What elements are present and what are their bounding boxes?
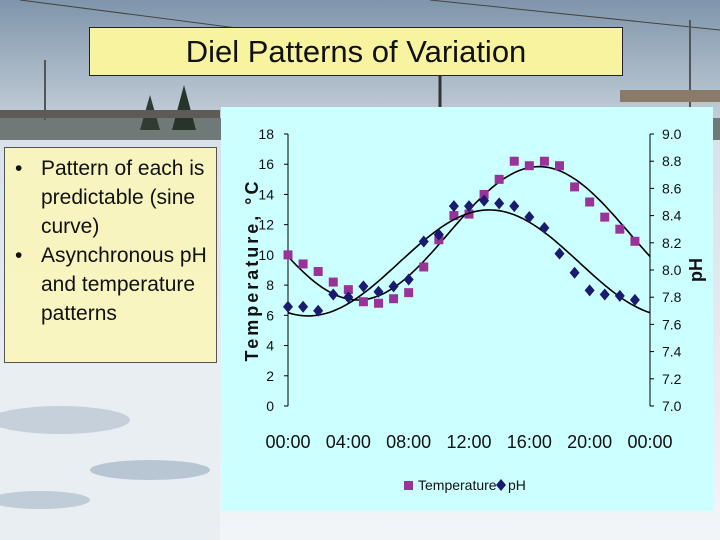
x-tick-label: 20:00 (567, 432, 612, 452)
bullet-text: Asynchronous pH and temperature patterns (41, 244, 207, 325)
y2-tick-label: 7.4 (662, 344, 682, 360)
diel-chart: 0 2 4 6 8 10 12 14 16 18 7.0 7.2 7.4 7.6 7.8 8.0 8.2 8.4 8… (221, 107, 713, 511)
temperature-point (374, 298, 383, 308)
x-tick-label: 08:00 (386, 432, 431, 452)
y2-tick-label: 9.0 (662, 126, 682, 142)
temperature-point (494, 174, 504, 184)
y-tick-label: 14 (258, 186, 274, 202)
y2-tick-label: 8.2 (662, 235, 682, 251)
y-tick-label: 2 (266, 368, 274, 384)
legend-temperature-label: Temperature (418, 477, 497, 493)
ph-point (509, 200, 520, 213)
temperature-point (328, 277, 338, 287)
ph-point (388, 280, 399, 293)
y-tick-label: 16 (258, 156, 274, 172)
y2-tick-label: 8.4 (662, 208, 682, 224)
y-tick-label: 8 (266, 277, 274, 293)
ph-point (448, 200, 459, 213)
ph-point (554, 247, 565, 260)
ph-point (313, 304, 324, 317)
temperature-point (615, 224, 625, 234)
y-tick-label: 12 (258, 217, 274, 233)
temperature-point (404, 288, 414, 298)
temperature-point (464, 209, 474, 219)
temperature-point (630, 236, 640, 246)
ph-point (599, 288, 610, 301)
ph-point (283, 300, 293, 313)
y2-tick-label: 7.0 (662, 398, 682, 414)
temperature-point (555, 161, 564, 171)
temperature-point (449, 211, 459, 221)
bullet-item: • Pattern of each is predictable (sine c… (15, 154, 210, 241)
ph-point (629, 293, 640, 306)
chart-panel: 0 2 4 6 8 10 12 14 16 18 7.0 7.2 7.4 7.6 7.8 8.0 8.2 8.4 8… (221, 107, 713, 511)
temperature-point (283, 250, 293, 260)
ph-point (433, 228, 444, 241)
ph-point (358, 280, 369, 293)
bullet-item: • Asynchronous pH and temperature patter… (15, 241, 210, 328)
x-tick-label: 00:00 (265, 432, 310, 452)
ph-point (328, 288, 339, 301)
x-tick-label: 16:00 (507, 432, 552, 452)
temperature-point (389, 294, 399, 304)
x-tick-label: 04:00 (326, 432, 371, 452)
bullet-text: Pattern of each is predictable (sine cur… (41, 157, 205, 238)
x-tick-label: 12:00 (446, 432, 491, 452)
y2-tick-label: 7.6 (662, 316, 682, 332)
y2-tick-label: 8.0 (662, 262, 682, 278)
ph-point (403, 273, 414, 286)
legend-ph-label: pH (508, 477, 526, 493)
y-tick-label: 10 (258, 247, 274, 263)
temperature-point (298, 259, 308, 269)
y-tick-label: 6 (266, 307, 274, 323)
y-tick-label: 18 (258, 126, 274, 142)
legend-temperature-marker (404, 481, 413, 490)
legend-ph-marker (496, 479, 506, 491)
bullet-glyph: • (15, 157, 23, 180)
ph-point (569, 266, 580, 279)
bullet-list-panel: • Pattern of each is predictable (sine c… (4, 147, 217, 363)
y-tick-label: 4 (266, 338, 274, 354)
temperature-point (570, 182, 580, 192)
temperature-point (479, 189, 489, 199)
temperature-point (343, 285, 353, 295)
ph-point (494, 197, 505, 210)
ph-point (298, 300, 309, 313)
ph-point (539, 221, 550, 234)
temperature-point (524, 161, 534, 171)
ph-point (584, 284, 595, 297)
slide-title: Diel Patterns of Variation (89, 27, 623, 76)
temperature-point (313, 267, 323, 277)
y2-tick-label: 7.8 (662, 289, 682, 305)
temperature-point (419, 262, 429, 272)
ph-point (479, 194, 490, 207)
temperature-point (509, 156, 519, 166)
ph-point (418, 235, 429, 248)
temperature-point (358, 297, 368, 307)
temperature-point (600, 212, 610, 222)
temperature-point (539, 156, 549, 166)
y2-tick-label: 8.6 (662, 180, 682, 196)
ph-point (373, 285, 384, 298)
ph-point (464, 200, 474, 213)
ph-point (614, 289, 625, 302)
y-axis-title: Temperature, °C (242, 179, 262, 362)
y2-tick-label: 7.2 (662, 371, 682, 387)
y2-axis-title: pH (686, 258, 706, 282)
ph-point (343, 291, 354, 304)
temperature-point (585, 197, 595, 207)
ph-point (524, 210, 535, 223)
x-tick-label: 00:00 (627, 432, 672, 452)
bullet-glyph: • (15, 244, 23, 267)
y2-tick-label: 8.8 (662, 153, 682, 169)
ph-fit-curve (287, 209, 651, 317)
y-tick-label: 0 (266, 398, 274, 414)
